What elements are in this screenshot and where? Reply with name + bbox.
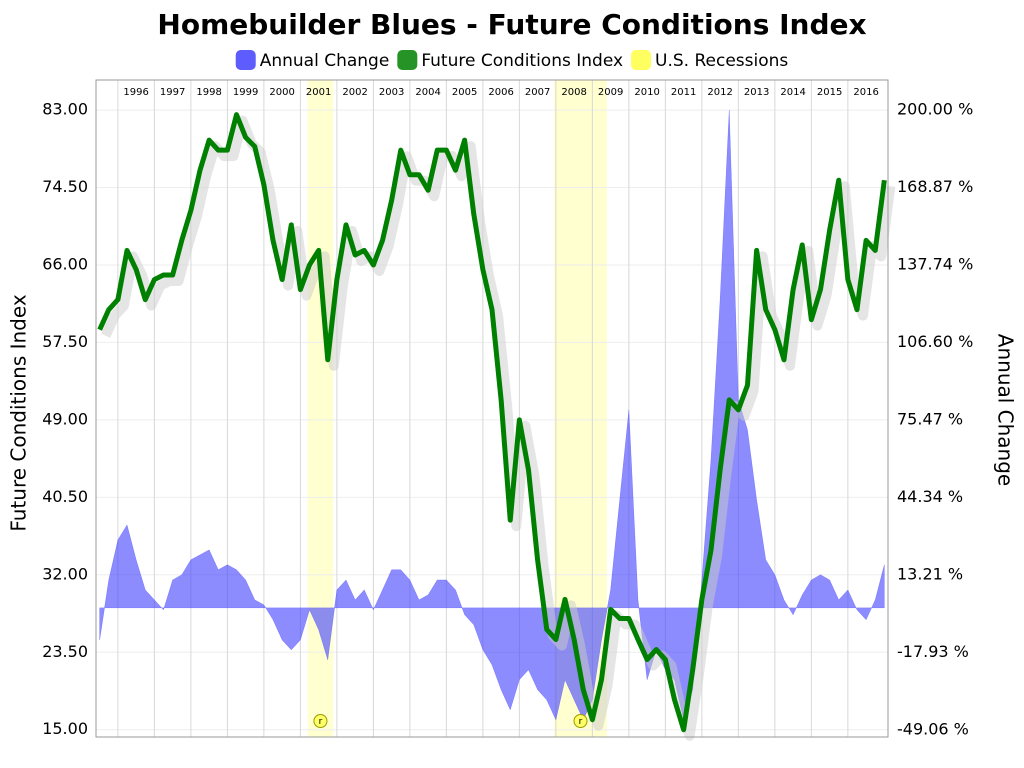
y-tick-label: 32.00 (42, 564, 88, 583)
x-tick-label: 2004 (415, 87, 440, 98)
x-tick-label: 2010 (634, 87, 659, 98)
x-tick-label: 2006 (488, 87, 513, 98)
y-tick-label: 15.00 (42, 719, 88, 738)
plot-frame (95, 79, 889, 738)
y2-tick-label: -17.93 % (897, 642, 969, 661)
x-tick-label: 1999 (233, 87, 258, 98)
x-tick-label: 1997 (160, 87, 185, 98)
y2-tick-label: 44.34 % (897, 487, 963, 506)
y-tick-label: 83.00 (42, 100, 88, 119)
line-shadow-group (101, 115, 896, 741)
x-tick-label: 1998 (196, 87, 221, 98)
y-tick-label: 74.50 (42, 177, 88, 196)
legend-label: U.S. Recessions (655, 51, 788, 71)
y2-tick-label: 75.47 % (897, 410, 963, 429)
y2-tick-label: 200.00 % (897, 100, 973, 119)
y2-tick-label: 137.74 % (897, 255, 973, 274)
x-tick-label: 2016 (853, 87, 878, 98)
line (97, 112, 887, 733)
x-tick-label: 2007 (525, 87, 550, 98)
legend-label: Annual Change (260, 51, 390, 71)
y-tick-label: 23.50 (42, 642, 88, 661)
legend-swatch (397, 50, 418, 70)
y-tick-label: 40.50 (42, 487, 88, 506)
x-tick-label: 2003 (379, 87, 404, 98)
y2-tick-label: -49.06 % (897, 719, 969, 738)
x-tick-label: 2008 (561, 87, 586, 98)
y-tick-label: 57.50 (42, 332, 88, 351)
legend-swatch (631, 50, 652, 70)
x-tick-label: 2000 (269, 87, 294, 98)
recession-marker-label: r (319, 717, 323, 727)
legend-swatch (235, 50, 256, 70)
recession-marker (313, 714, 328, 728)
x-tick-label: 2005 (452, 87, 477, 98)
recession-marker-label: r (579, 717, 583, 727)
y2-axis-title: Annual Change (994, 334, 1018, 486)
y2-tick-label: 106.60 % (897, 332, 973, 351)
x-tick-label: 1996 (123, 87, 148, 98)
y-tick-label: 66.00 (42, 254, 88, 273)
y-axis-title: Future Conditions Index (7, 294, 31, 531)
y2-tick-label: 168.87 % (897, 177, 973, 196)
x-tick-label: 2014 (780, 87, 805, 98)
legend: Annual Change Future Conditions Index U.S.… (235, 50, 788, 71)
line-shadow (101, 115, 896, 741)
x-tick-label: 2015 (817, 87, 842, 98)
x-tick-label: 2013 (744, 87, 769, 98)
legend-label: Future Conditions Index (421, 51, 623, 71)
chart-title: Homebuilder Blues - Future Conditions In… (157, 8, 866, 41)
x-tick-label: 2011 (671, 87, 696, 98)
recession-marker (573, 714, 588, 728)
y2-tick-label: 13.21 % (897, 564, 963, 583)
x-tick-label: 2009 (598, 87, 623, 98)
x-tick-label: 2001 (306, 87, 331, 98)
x-tick-label: 2002 (342, 87, 367, 98)
y-tick-label: 49.00 (42, 409, 88, 428)
x-tick-label: 2012 (707, 87, 732, 98)
area (99, 110, 885, 721)
